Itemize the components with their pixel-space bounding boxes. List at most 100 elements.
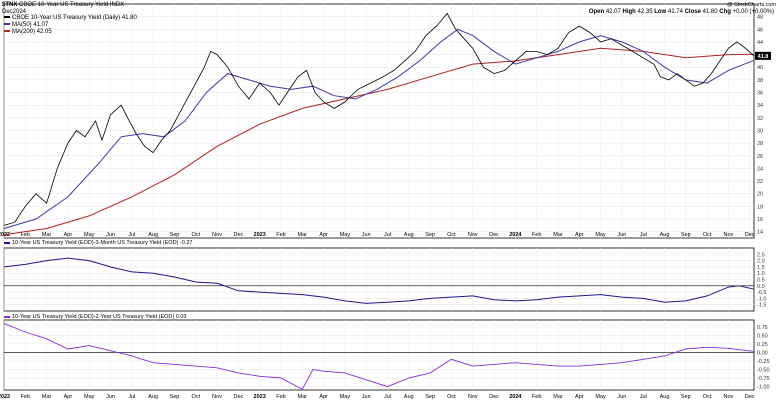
x-tick-label-bottom: Nov (212, 394, 222, 400)
change-label: Chg (719, 9, 731, 15)
low-label: Low (654, 9, 667, 15)
x-tick-label-bottom: Apr (64, 394, 73, 400)
legend-ma200-text: MA(200) 42.05 (12, 29, 52, 35)
x-tick-label-main: 2023 (254, 232, 266, 238)
y-tick-label: 0.75 (757, 325, 768, 331)
x-tick-label-bottom: Aug (660, 394, 670, 400)
x-tick-label-main: Nov (724, 232, 734, 238)
x-tick-label-bottom: Feb (276, 394, 285, 400)
x-tick-label-bottom: May (340, 394, 351, 400)
panel3-label-text: 10-Year US Treasury Yield (EOD)-2-Year U… (12, 314, 187, 320)
y-tick-label: -1.0 (757, 296, 766, 302)
y-tick-label: 44 (757, 40, 763, 46)
panel2-label: 10-Year US Treasury Yield (EOD)-3-Month … (4, 240, 192, 247)
panel3-swatch (4, 315, 10, 318)
x-tick-label-main: Jun (362, 232, 371, 238)
open-label: Open (588, 9, 605, 15)
x-tick-label-main: Jul (128, 232, 135, 238)
panel2-swatch (4, 241, 10, 244)
x-tick-label-bottom: May (595, 394, 606, 400)
legend-ma200-swatch (4, 30, 10, 33)
x-tick-label-main: Feb (276, 232, 285, 238)
y-tick-label: 40 (757, 65, 763, 71)
legend-main-text: CBOE 10-Year US Treasury Yield (Daily) 4… (12, 15, 137, 21)
legend-main: CBOE 10-Year US Treasury Yield (Daily) 4… (4, 15, 137, 22)
series-spread-2y (3, 322, 755, 390)
x-tick-label-main: Dec (745, 232, 755, 238)
x-tick-label-bottom: Oct (447, 394, 456, 400)
x-tick-label-main: Apr (64, 232, 73, 238)
x-tick-label-bottom: Apr (575, 394, 584, 400)
y-tick-label: 24 (757, 166, 763, 172)
y-tick-label: -0.5 (757, 290, 766, 296)
x-tick-label-bottom: Nov (468, 394, 478, 400)
y-tick-label: 34 (757, 103, 763, 109)
y-tick-label: 30 (757, 128, 763, 134)
x-tick-label-main: Apr (575, 232, 584, 238)
panel3-label: 10-Year US Treasury Yield (EOD)-2-Year U… (4, 314, 186, 321)
y-tick-label: 1.0 (757, 271, 765, 277)
y-tick-label: 2.5 (757, 252, 765, 258)
high-value: 42.35 (637, 9, 653, 15)
y-tick-label: -1.00 (757, 385, 770, 391)
legend-ma50: MA(50) 41.07 (4, 22, 48, 29)
panel2-label-text: 10-Year US Treasury Yield (EOD)-3-Month … (12, 240, 193, 246)
x-tick-label-bottom: Jun (362, 394, 371, 400)
x-tick-label-bottom: May (84, 394, 95, 400)
x-tick-label-main: Oct (703, 232, 712, 238)
y-tick-label: -1.5 (757, 303, 766, 309)
y-tick-label: 14 (757, 230, 763, 236)
y-tick-label: 1.5 (757, 265, 765, 271)
y-tick-label: 0.25 (757, 342, 768, 348)
watermark-text: @ StockCharts.com (727, 2, 776, 8)
y-tick-label: -0.25 (757, 359, 770, 365)
x-tick-label-bottom: Mar (553, 394, 563, 400)
x-tick-label-main: Jun (106, 232, 115, 238)
x-tick-label-main: Jul (640, 232, 647, 238)
legend-ma50-swatch (4, 23, 10, 26)
y-tick-label: 2.0 (757, 259, 765, 265)
x-tick-label-main: Feb (532, 232, 541, 238)
x-tick-label-bottom: Sep (681, 394, 691, 400)
x-tick-label-bottom: Aug (148, 394, 158, 400)
high-label: High (622, 9, 636, 15)
legend-main-swatch (4, 16, 10, 19)
x-tick-label-bottom: Jun (106, 394, 115, 400)
x-tick-label-bottom: Nov (724, 394, 734, 400)
x-tick-label-bottom: Mar (42, 394, 52, 400)
x-tick-label-main: Jul (384, 232, 391, 238)
x-tick-label-bottom: Mar (298, 394, 308, 400)
y-tick-label: 22 (757, 179, 763, 185)
x-tick-label-main: Nov (468, 232, 478, 238)
y-tick-label: 36 (757, 91, 763, 97)
panel-1-frame (3, 3, 755, 239)
x-tick-label-bottom: Dec (233, 394, 243, 400)
x-tick-label-main: Feb (21, 232, 30, 238)
y-tick-label: 28 (757, 141, 763, 147)
legend-ma50-text: MA(50) 41.07 (12, 22, 49, 28)
x-tick-label-main: May (84, 232, 95, 238)
x-tick-label-main: Mar (42, 232, 52, 238)
x-tick-label-main: Dec (489, 232, 499, 238)
x-tick-label-main: Apr (319, 232, 328, 238)
x-tick-label-bottom: Sep (170, 394, 180, 400)
x-tick-label-main: Sep (681, 232, 691, 238)
y-tick-label: -0.75 (757, 376, 770, 382)
x-tick-label-bottom: Oct (191, 394, 200, 400)
x-tick-label-bottom: Dec (745, 394, 755, 400)
y-tick-label: 26 (757, 154, 763, 160)
x-tick-label-main: Aug (660, 232, 670, 238)
x-tick-label-main: Aug (404, 232, 414, 238)
y-tick-label: 0.00 (757, 350, 768, 356)
x-tick-label-bottom: 2023 (254, 394, 266, 400)
close-label: Close (684, 9, 701, 15)
open-value: 42.07 (605, 9, 621, 15)
date-label: Dec2024 (2, 9, 27, 15)
x-tick-label-bottom: Jun (617, 394, 626, 400)
x-tick-label-bottom: Feb (21, 394, 30, 400)
y-tick-label: 48 (757, 15, 763, 21)
x-tick-label-bottom: Sep (425, 394, 435, 400)
panel-3-frame (3, 319, 755, 391)
